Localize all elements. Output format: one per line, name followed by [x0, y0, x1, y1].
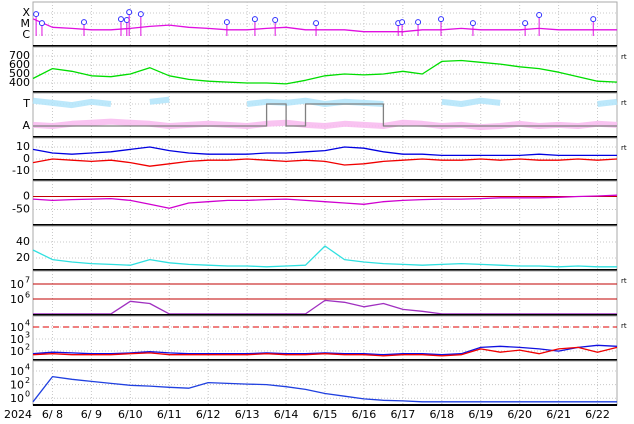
flare-marker: [81, 19, 88, 26]
series-line: [32, 118, 618, 131]
series-line: [32, 59, 618, 85]
y-tick-label: 10: [10, 345, 24, 358]
x-tick-label: 6/ 8: [42, 408, 63, 421]
y-tick-exponent: 2: [25, 376, 30, 385]
x-tick-label: 6/16: [352, 408, 377, 421]
flare-marker: [117, 16, 124, 23]
y-tick-exponent: 7: [25, 276, 30, 285]
y-tick-label: 10: [10, 333, 24, 346]
x-tick-label: 6/11: [157, 408, 182, 421]
flare-marker: [123, 17, 130, 24]
y-tick-label: 10: [10, 379, 24, 392]
x-tick-label: 6/14: [274, 408, 299, 421]
y-tick-label: X: [22, 6, 30, 19]
y-tick-exponent: 0: [25, 390, 30, 399]
y-tick-label: C: [22, 28, 30, 41]
y-tick-label: 40: [16, 235, 30, 248]
flare-marker: [223, 19, 230, 26]
y-tick-label: 500: [9, 67, 30, 80]
y-tick-label: 700: [9, 49, 30, 62]
flare-marker: [137, 11, 144, 18]
flare-marker: [469, 20, 476, 27]
x-tick-label: 6/20: [507, 408, 532, 421]
right-label: rt: [621, 322, 627, 330]
y-tick-exponent: 3: [25, 331, 30, 340]
y-tick-label: 0: [23, 152, 30, 165]
right-label: rt: [621, 53, 627, 61]
y-tick-label: A: [22, 119, 30, 132]
series-line: [32, 346, 618, 357]
y-tick-exponent: 6: [25, 290, 30, 299]
x-tick-label: 6/10: [118, 408, 143, 421]
y-tick-label: 10: [10, 321, 24, 334]
right-label: rt: [621, 144, 627, 152]
y-tick-label: 600: [9, 58, 30, 71]
right-label: rt: [621, 99, 627, 107]
x-tick-label: 6/15: [313, 408, 338, 421]
series-line: [33, 103, 617, 127]
y-tick-label: 10: [10, 278, 24, 291]
y-tick-label: 10: [10, 392, 24, 405]
year-label: 2024: [4, 408, 32, 421]
x-tick-label: 6/17: [391, 408, 416, 421]
y-tick-label: -10: [12, 164, 30, 177]
right-label: rt: [621, 277, 627, 285]
y-tick-label: 0: [23, 190, 30, 203]
flare-marker: [522, 20, 529, 27]
flare-marker: [590, 16, 597, 23]
y-tick-label: T: [22, 97, 30, 110]
x-tick-label: 6/13: [235, 408, 260, 421]
x-tick-label: 6/18: [429, 408, 454, 421]
y-tick-label: 20: [16, 251, 30, 264]
flare-marker: [313, 20, 320, 27]
series-line: [32, 194, 618, 209]
y-tick-label: -50: [12, 202, 30, 215]
flare-marker: [251, 16, 258, 23]
flare-marker: [33, 11, 40, 18]
flare-marker: [126, 9, 133, 16]
flare-marker: [415, 19, 422, 26]
y-tick-exponent: 2: [25, 343, 30, 352]
series-line: [33, 299, 617, 315]
series-line: [32, 245, 617, 268]
flare-marker: [536, 11, 543, 18]
series-line: [32, 344, 618, 356]
y-tick-exponent: 4: [25, 319, 30, 328]
series-line: [32, 96, 618, 109]
y-tick-label: 10: [16, 140, 30, 153]
series-line: [32, 146, 617, 157]
series-line: [32, 158, 618, 167]
flare-marker: [438, 16, 445, 23]
flare-marker: [399, 19, 406, 26]
series-line: [32, 375, 617, 403]
x-tick-label: 6/ 9: [81, 408, 102, 421]
x-tick-label: 6/19: [468, 408, 493, 421]
flare-marker: [38, 20, 45, 27]
y-tick-label: 10: [10, 365, 24, 378]
series-line: [32, 18, 617, 33]
x-tick-label: 6/21: [546, 408, 571, 421]
y-tick-label: 400: [9, 76, 30, 89]
y-tick-exponent: 4: [25, 363, 30, 372]
y-tick-label: 10: [10, 293, 24, 306]
x-tick-label: 6/12: [196, 408, 221, 421]
flare-marker: [272, 17, 279, 24]
x-tick-label: 6/22: [585, 408, 610, 421]
y-tick-label: M: [21, 17, 31, 30]
